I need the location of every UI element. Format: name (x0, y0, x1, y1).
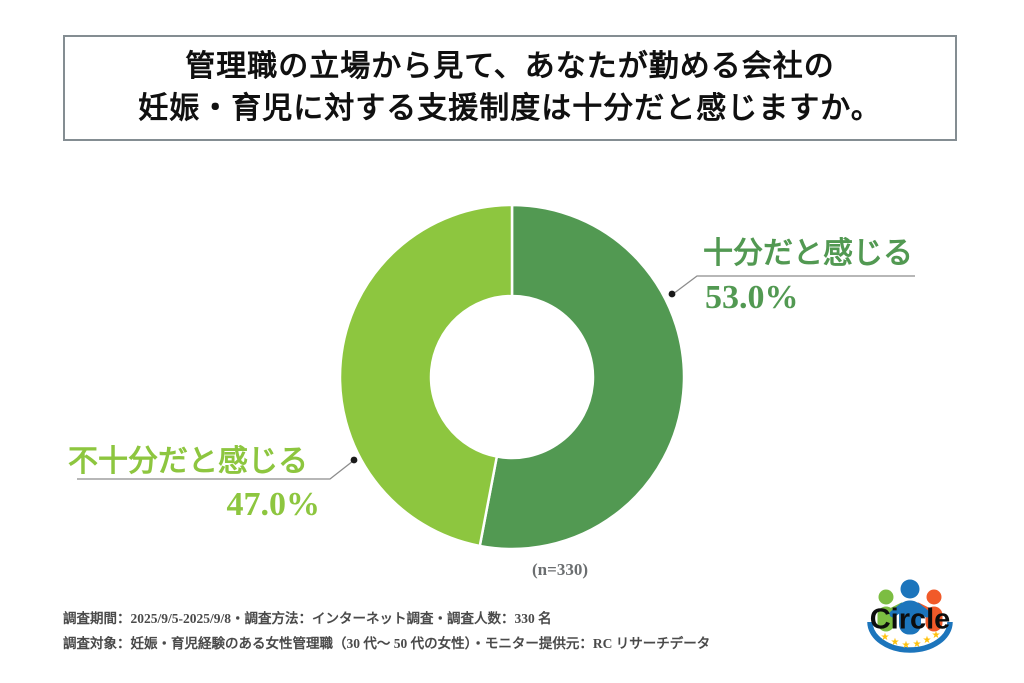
callout-label-insufficient: 不十分だと感じる (68, 445, 308, 478)
logo-wordmark: Circle (870, 604, 951, 636)
callout-value-sufficient: 53.0% (705, 279, 799, 316)
logo-arc (867, 621, 953, 653)
survey-details: 調査期間：2025/9/5-2025/9/8・調査方法：インターネット調査・調査… (63, 606, 863, 656)
leader-line-left (77, 456, 358, 480)
logo-person-blue (889, 579, 931, 635)
donut-slice-0 (478, 203, 686, 551)
callout-label-sufficient: 十分だと感じる (703, 237, 913, 270)
sample-size-note: (n=330) (532, 560, 588, 579)
callout-value-insufficient: 47.0% (226, 486, 321, 523)
logo-star-icon: ★ (902, 640, 911, 651)
logo-star-icon: ★ (923, 635, 932, 646)
donut-chart-svg (338, 203, 686, 551)
donut-slice-1 (338, 203, 514, 548)
question-title-box: 管理職の立場から見て、あなたが勤める会社の 妊娠・育児に対する支援制度は十分だと… (63, 35, 957, 141)
circle-logo: Circle ★ ★ ★ ★ ★ ★ (867, 579, 953, 653)
logo-star-icon: ★ (932, 630, 941, 641)
leader-dot-right (668, 290, 676, 298)
logo-star-icon: ★ (891, 637, 900, 648)
logo-star-icon: ★ (881, 632, 890, 643)
survey-details-line2: 調査対象：妊娠・育児経験のある女性管理職（30 代～ 50 代の女性）・モニター… (63, 636, 711, 651)
leader-line-right (668, 275, 915, 298)
survey-details-line1: 調査期間：2025/9/5-2025/9/8・調査方法：インターネット調査・調査… (63, 611, 552, 626)
logo-star-icon: ★ (913, 639, 922, 650)
question-title-line1: 管理職の立場から見て、あなたが勤める会社の (185, 50, 835, 83)
question-title-line2: 妊娠・育児に対する支援制度は十分だと感じますか。 (138, 92, 882, 125)
logo-stars: ★ ★ ★ ★ ★ ★ (881, 630, 941, 651)
leader-dot-left (350, 456, 358, 464)
